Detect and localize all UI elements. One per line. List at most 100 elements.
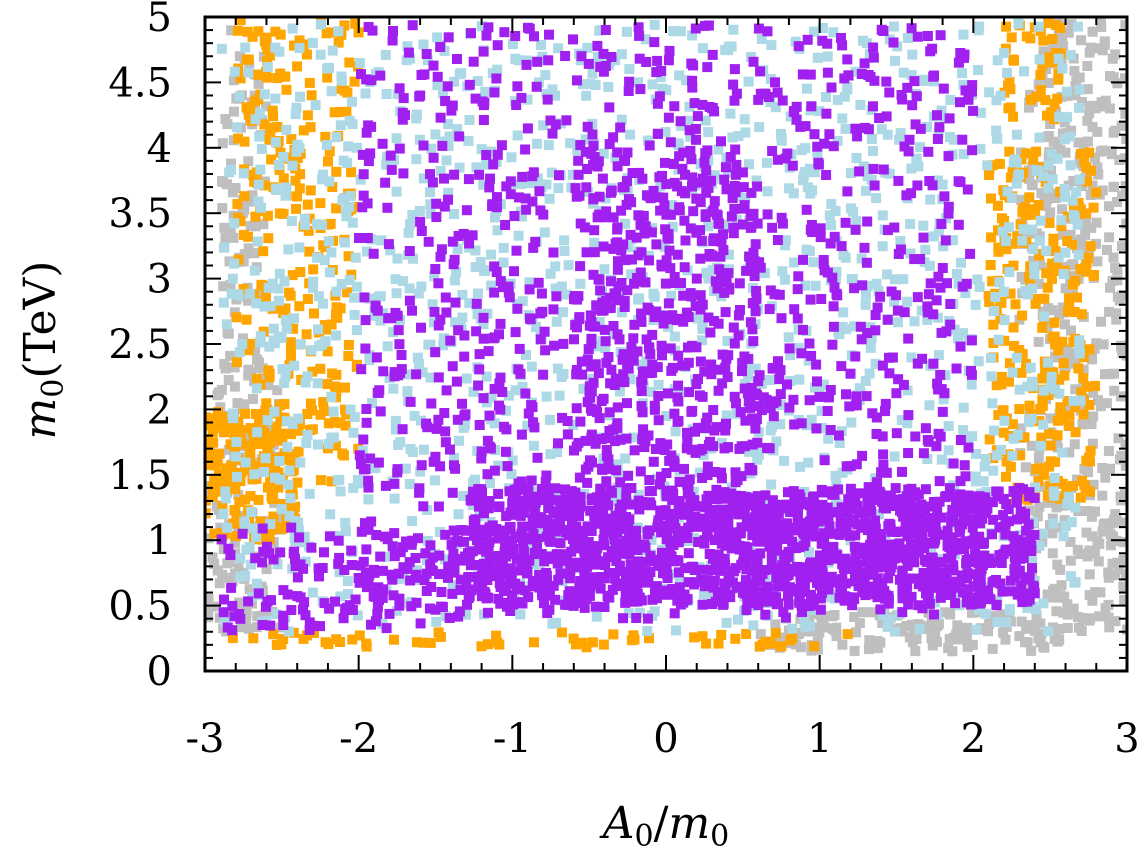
data-point (547, 84, 558, 95)
data-point (899, 307, 910, 318)
data-point (1055, 590, 1066, 601)
data-point (933, 618, 944, 629)
data-point (342, 287, 353, 298)
data-point (814, 510, 825, 521)
data-point (506, 152, 517, 163)
data-point (842, 629, 853, 640)
data-point (218, 427, 229, 438)
data-point (580, 146, 591, 157)
data-point (416, 415, 426, 426)
data-point (258, 363, 268, 374)
data-point (1069, 65, 1080, 76)
data-point (620, 218, 631, 229)
data-point (411, 369, 422, 380)
data-point (979, 461, 990, 472)
data-point (470, 262, 481, 273)
data-point (357, 202, 368, 213)
data-point (931, 441, 942, 452)
data-point (335, 120, 346, 131)
data-point (809, 641, 820, 652)
data-point (416, 281, 427, 292)
data-point (243, 67, 254, 78)
data-point (485, 478, 495, 489)
data-point (222, 119, 233, 130)
data-point (342, 87, 353, 98)
data-point (314, 291, 324, 302)
data-point (551, 549, 562, 560)
data-point (466, 28, 476, 39)
data-point (1035, 69, 1046, 80)
data-point (1096, 22, 1107, 32)
data-point (1060, 247, 1071, 258)
data-point (1048, 486, 1059, 497)
data-point (255, 164, 266, 175)
data-point (709, 522, 720, 533)
data-point (1084, 100, 1095, 111)
data-point (1107, 558, 1118, 569)
data-point (271, 303, 282, 314)
data-point (890, 483, 901, 494)
data-point (849, 541, 860, 552)
data-point (809, 129, 820, 140)
data-point (624, 64, 635, 75)
data-point (1000, 236, 1011, 247)
data-point (1091, 187, 1102, 198)
data-point (669, 101, 680, 112)
data-point (403, 47, 414, 58)
data-point (861, 38, 872, 49)
data-point (752, 521, 763, 532)
data-point (992, 200, 1003, 211)
data-point (1062, 599, 1073, 610)
data-point (510, 578, 520, 589)
data-point (590, 601, 601, 612)
data-point (904, 632, 915, 643)
data-point (924, 400, 935, 411)
data-point (309, 308, 319, 319)
data-point (610, 539, 621, 550)
data-point (1068, 603, 1079, 614)
data-point (517, 521, 528, 532)
data-point (598, 534, 609, 545)
data-point (957, 134, 968, 145)
data-point (920, 244, 931, 255)
data-point (1078, 364, 1089, 375)
data-point (740, 192, 751, 203)
data-point (620, 453, 631, 464)
data-point (365, 148, 376, 159)
data-point (1046, 107, 1057, 118)
data-point (799, 616, 810, 627)
data-point (345, 191, 356, 201)
data-point (835, 521, 846, 532)
data-point (320, 131, 331, 142)
data-point (955, 435, 966, 445)
data-point (905, 500, 915, 511)
data-point (1068, 210, 1079, 221)
data-point (1076, 35, 1087, 46)
data-point (815, 604, 826, 615)
data-point (498, 282, 508, 293)
data-point (459, 330, 470, 341)
data-point (831, 266, 842, 277)
data-point (1021, 525, 1032, 536)
data-point (251, 298, 262, 309)
data-point (943, 201, 954, 212)
data-point (927, 43, 938, 54)
data-point (217, 176, 227, 186)
data-point (875, 529, 886, 540)
data-point (267, 105, 278, 116)
data-point (1024, 192, 1035, 203)
data-point (339, 20, 350, 31)
data-point (604, 102, 615, 113)
data-point (738, 503, 749, 514)
data-point (990, 292, 1001, 302)
data-point (1060, 520, 1071, 531)
data-point (792, 517, 803, 528)
data-point (233, 212, 244, 223)
data-point (464, 238, 475, 249)
data-point (700, 20, 710, 31)
data-point (679, 215, 690, 226)
data-point (755, 629, 766, 640)
data-point (880, 398, 891, 409)
data-point (478, 179, 489, 190)
data-point (1047, 548, 1058, 559)
